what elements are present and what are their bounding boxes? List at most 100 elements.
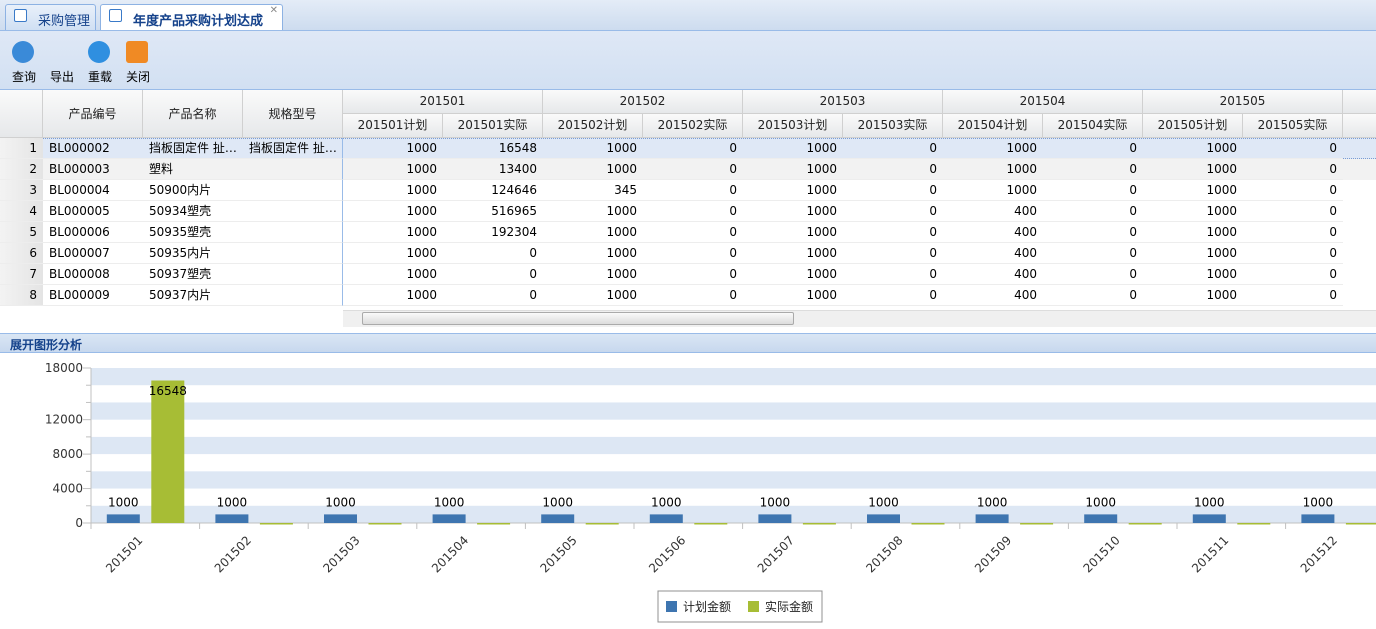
column-header[interactable]: 产品编号 bbox=[43, 90, 143, 138]
data-label: 1000 bbox=[868, 495, 899, 509]
column-header[interactable]: 201503计划 bbox=[743, 114, 843, 138]
table-cell: 1000 bbox=[1143, 243, 1243, 264]
x-tick-label: 201501 bbox=[103, 533, 145, 575]
column-header[interactable]: 201502实际 bbox=[643, 114, 743, 138]
bar bbox=[758, 514, 791, 523]
table-cell: 0 bbox=[843, 159, 943, 180]
x-tick-label: 201511 bbox=[1189, 533, 1231, 575]
bar bbox=[694, 523, 727, 525]
bar bbox=[803, 523, 836, 525]
legend-swatch bbox=[748, 601, 759, 612]
table-cell: 0 bbox=[1243, 180, 1343, 201]
section-header[interactable]: 展开图形分析 bbox=[0, 333, 1376, 353]
table-cell: 塑料 bbox=[143, 159, 243, 180]
bar bbox=[976, 514, 1009, 523]
table-cell: 516965 bbox=[443, 201, 543, 222]
tool-button[interactable]: 导出 bbox=[42, 39, 82, 87]
table-cell: 4 bbox=[0, 201, 43, 222]
column-header[interactable]: 201502计划 bbox=[543, 114, 643, 138]
tab-close[interactable]: ✕ bbox=[270, 5, 278, 16]
table-cell: 1000 bbox=[943, 138, 1043, 159]
table-cell: 0 bbox=[1043, 243, 1143, 264]
table-cell: BL000004 bbox=[43, 180, 143, 201]
table-cell bbox=[243, 180, 343, 201]
table-cell: 0 bbox=[643, 222, 743, 243]
section-title: 展开图形分析 bbox=[10, 338, 82, 352]
data-label: 1000 bbox=[1085, 495, 1116, 509]
table-cell: 1000 bbox=[343, 159, 443, 180]
bar bbox=[1084, 514, 1117, 523]
group-header: 201502 bbox=[543, 90, 743, 114]
data-label: 1000 bbox=[651, 495, 682, 509]
x-tick-label: 201510 bbox=[1081, 533, 1123, 575]
table-cell bbox=[243, 285, 343, 306]
table-cell: 1000 bbox=[543, 138, 643, 159]
x-tick-label: 201504 bbox=[429, 533, 471, 575]
y-tick-label: 8000 bbox=[52, 447, 83, 461]
tab-label: 年度产品采购计划达成 bbox=[133, 14, 263, 29]
column-header[interactable]: 产品名称 bbox=[143, 90, 243, 138]
table-cell: 0 bbox=[1043, 159, 1143, 180]
data-label: 1000 bbox=[217, 495, 248, 509]
bar bbox=[369, 523, 402, 525]
group-header: 201501 bbox=[343, 90, 543, 114]
table-cell: BL000006 bbox=[43, 222, 143, 243]
x-tick-label: 201509 bbox=[972, 533, 1014, 575]
table-cell: 挡板固定件 扯… bbox=[243, 138, 343, 159]
data-label: 1000 bbox=[542, 495, 573, 509]
y-tick-label: 4000 bbox=[52, 482, 83, 496]
table-cell: 1000 bbox=[543, 243, 643, 264]
tool-button[interactable]: 重载 bbox=[80, 39, 120, 87]
column-header[interactable]: 201505实际 bbox=[1243, 114, 1343, 138]
table-cell bbox=[243, 243, 343, 264]
column-header[interactable]: 201504计划 bbox=[943, 114, 1043, 138]
column-header[interactable]: 规格型号 bbox=[243, 90, 343, 138]
bar bbox=[1129, 523, 1162, 525]
tab-icon bbox=[109, 9, 122, 22]
table-cell: BL000005 bbox=[43, 201, 143, 222]
tab[interactable]: 采购管理 bbox=[5, 4, 96, 31]
bar bbox=[477, 523, 510, 525]
column-header[interactable]: 201505计划 bbox=[1143, 114, 1243, 138]
bar bbox=[867, 514, 900, 523]
x-tick-label: 201502 bbox=[212, 533, 254, 575]
table-cell: 1000 bbox=[743, 285, 843, 306]
scroll-thumb[interactable] bbox=[362, 312, 794, 325]
table-cell: BL000008 bbox=[43, 264, 143, 285]
column-header[interactable]: 201503实际 bbox=[843, 114, 943, 138]
table-cell: 7 bbox=[0, 264, 43, 285]
bar bbox=[324, 514, 357, 523]
table-cell: 0 bbox=[1043, 264, 1143, 285]
table-cell: 1000 bbox=[1143, 159, 1243, 180]
bar bbox=[1301, 514, 1334, 523]
table-cell: 1000 bbox=[543, 159, 643, 180]
table-cell: 0 bbox=[443, 264, 543, 285]
column-header[interactable]: 201504实际 bbox=[1043, 114, 1143, 138]
table-cell: 1000 bbox=[743, 243, 843, 264]
tool-label: 关闭 bbox=[126, 70, 150, 84]
table-cell: 400 bbox=[943, 264, 1043, 285]
table-cell: 1000 bbox=[1143, 285, 1243, 306]
table-cell: 0 bbox=[1043, 138, 1143, 159]
column-header[interactable]: 201501计划 bbox=[343, 114, 443, 138]
bar bbox=[650, 514, 683, 523]
group-header bbox=[1343, 90, 1376, 114]
tool-button[interactable]: 查询 bbox=[4, 39, 44, 87]
table-cell: 1000 bbox=[1143, 222, 1243, 243]
table-cell: 50934塑壳 bbox=[143, 201, 243, 222]
tab-active[interactable]: 年度产品采购计划达成 ✕ bbox=[100, 4, 283, 31]
table-cell: 400 bbox=[943, 285, 1043, 306]
column-header[interactable]: 201501实际 bbox=[443, 114, 543, 138]
icon bbox=[88, 41, 110, 63]
table-cell: 0 bbox=[643, 180, 743, 201]
table-cell: 挡板固定件 扯… bbox=[143, 138, 243, 159]
legend-label: 计划金额 bbox=[683, 599, 731, 614]
table-cell: 50900内片 bbox=[143, 180, 243, 201]
data-label: 1000 bbox=[108, 495, 139, 509]
table-cell: 400 bbox=[943, 222, 1043, 243]
tool-button[interactable]: 关闭 bbox=[118, 39, 158, 87]
icon bbox=[126, 41, 148, 63]
table-cell: 1000 bbox=[543, 285, 643, 306]
data-label: 1000 bbox=[1194, 495, 1225, 509]
table-cell: BL000007 bbox=[43, 243, 143, 264]
